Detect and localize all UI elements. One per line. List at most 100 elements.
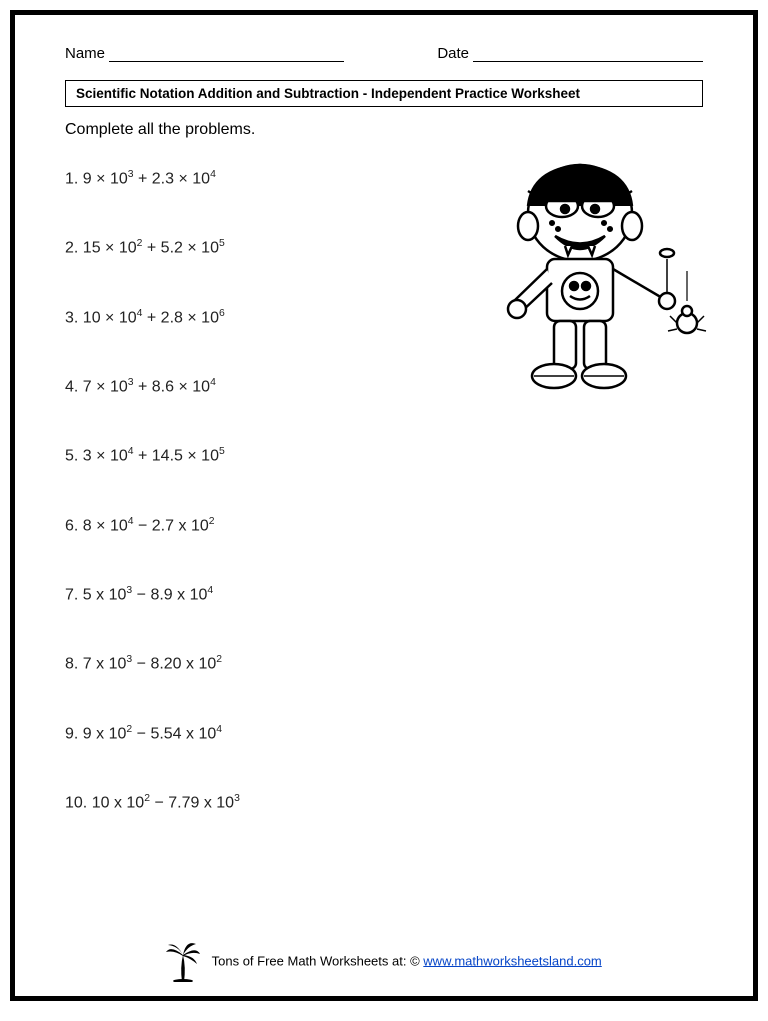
exp-2: 6 xyxy=(219,308,225,319)
problem-number: 7. xyxy=(65,586,78,603)
term-a: 9 xyxy=(83,725,92,742)
footer: Tons of Free Math Worksheets at: © www.m… xyxy=(15,942,753,982)
base-1: 10 xyxy=(119,309,137,326)
term-b: 7.79 xyxy=(168,794,199,811)
mul-op-2: x xyxy=(186,725,194,742)
exp-1: 4 xyxy=(128,516,134,527)
mul-op: × xyxy=(96,378,105,395)
mul-op-2: × xyxy=(187,448,196,465)
exp-2: 5 xyxy=(219,446,225,457)
mul-op: × xyxy=(96,170,105,187)
term-a: 5 xyxy=(83,586,92,603)
base-2: 10 xyxy=(201,240,219,257)
mul-op: x xyxy=(96,656,104,673)
exp-1: 3 xyxy=(128,169,134,180)
date-field: Date xyxy=(437,45,703,62)
problems-container: 1. 9 × 103 + 2.3 × 1042. 15 × 102 + 5.2 … xyxy=(65,169,703,812)
base-2: 10 xyxy=(198,656,216,673)
term-b: 2.8 xyxy=(161,309,183,326)
header-row: Name Date xyxy=(65,45,703,62)
exp-1: 4 xyxy=(137,308,143,319)
problem-number: 8. xyxy=(65,656,78,673)
mul-op-2: x xyxy=(177,586,185,603)
base-1: 10 xyxy=(110,448,128,465)
mul-op: x xyxy=(114,794,122,811)
term-b: 8.20 xyxy=(150,656,181,673)
term-b: 2.3 xyxy=(152,170,174,187)
term-a: 9 xyxy=(83,170,92,187)
mul-op: x xyxy=(96,725,104,742)
mul-op-2: x xyxy=(178,517,186,534)
problem-number: 4. xyxy=(65,378,78,395)
term-a: 10 xyxy=(83,309,101,326)
exp-2: 2 xyxy=(216,654,222,665)
base-2: 10 xyxy=(201,448,219,465)
term-b: 14.5 xyxy=(152,448,183,465)
main-op: − xyxy=(154,794,163,811)
base-1: 10 xyxy=(110,517,128,534)
base-2: 10 xyxy=(190,586,208,603)
problem-row: 6. 8 × 104 − 2.7 x 102 xyxy=(65,516,703,535)
date-underline[interactable] xyxy=(473,48,703,62)
date-label: Date xyxy=(437,45,469,62)
mul-op-2: × xyxy=(178,170,187,187)
term-b: 5.2 xyxy=(161,240,183,257)
cartoon-clipart xyxy=(492,151,707,411)
base-1: 10 xyxy=(119,240,137,257)
term-a: 7 xyxy=(83,378,92,395)
problem-number: 2. xyxy=(65,240,78,257)
exp-2: 4 xyxy=(216,724,222,735)
mul-op: × xyxy=(105,309,114,326)
term-a: 3 xyxy=(83,448,92,465)
mul-op: × xyxy=(96,517,105,534)
mul-op-2: x xyxy=(186,656,194,673)
base-2: 10 xyxy=(201,309,219,326)
exp-2: 2 xyxy=(209,516,215,527)
exp-2: 5 xyxy=(219,238,225,249)
base-2: 10 xyxy=(192,378,210,395)
main-op: + xyxy=(138,170,147,187)
problem-row: 8. 7 x 103 − 8.20 x 102 xyxy=(65,654,703,673)
exp-1: 2 xyxy=(137,238,143,249)
problem-row: 5. 3 × 104 + 14.5 × 105 xyxy=(65,446,703,465)
term-a: 15 xyxy=(83,240,101,257)
problem-number: 5. xyxy=(65,448,78,465)
base-2: 10 xyxy=(216,794,234,811)
name-underline[interactable] xyxy=(109,48,344,62)
term-b: 5.54 xyxy=(150,725,181,742)
name-label: Name xyxy=(65,45,105,62)
problem-number: 3. xyxy=(65,309,78,326)
term-b: 2.7 xyxy=(152,517,174,534)
exp-1: 2 xyxy=(126,724,132,735)
base-2: 10 xyxy=(191,517,209,534)
problem-row: 10. 10 x 102 − 7.79 x 103 xyxy=(65,793,703,812)
base-1: 10 xyxy=(109,656,127,673)
mul-op-2: × xyxy=(187,240,196,257)
base-1: 10 xyxy=(110,378,128,395)
instruction-text: Complete all the problems. xyxy=(65,121,703,139)
main-op: − xyxy=(137,656,146,673)
exp-2: 4 xyxy=(210,377,216,388)
main-op: + xyxy=(138,378,147,395)
footer-link[interactable]: www.mathworksheetsland.com xyxy=(423,953,601,968)
term-a: 10 xyxy=(92,794,110,811)
exp-1: 3 xyxy=(128,377,134,388)
exp-2: 4 xyxy=(207,585,213,596)
problem-number: 9. xyxy=(65,725,78,742)
term-a: 7 xyxy=(83,656,92,673)
problem-number: 6. xyxy=(65,517,78,534)
main-op: + xyxy=(147,309,156,326)
base-1: 10 xyxy=(109,586,127,603)
base-2: 10 xyxy=(192,170,210,187)
exp-1: 3 xyxy=(126,654,132,665)
main-op: + xyxy=(147,240,156,257)
base-1: 10 xyxy=(109,725,127,742)
footer-text: Tons of Free Math Worksheets at: © xyxy=(212,953,420,968)
term-a: 8 xyxy=(83,517,92,534)
main-op: − xyxy=(138,517,147,534)
main-op: + xyxy=(138,448,147,465)
mul-op: x xyxy=(96,586,104,603)
palm-icon xyxy=(166,942,200,982)
base-1: 10 xyxy=(110,170,128,187)
mul-op: × xyxy=(96,448,105,465)
